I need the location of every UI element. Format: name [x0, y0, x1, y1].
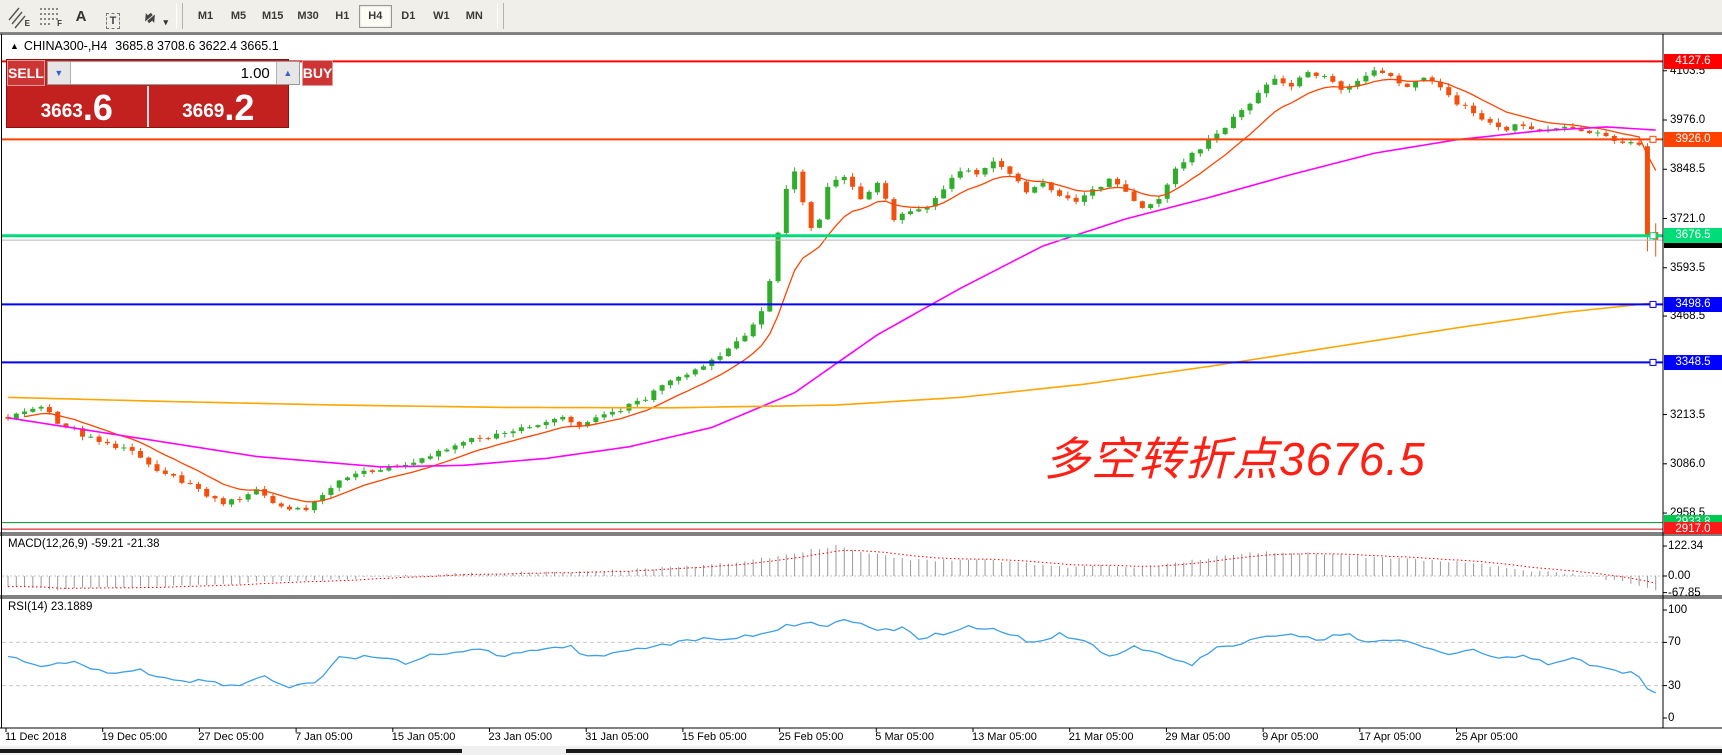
- buy-price-main: 3669: [182, 101, 225, 122]
- chart-annotation-text[interactable]: 多空转折点3676.5: [1044, 433, 1426, 485]
- channel-glyph: [8, 7, 26, 29]
- dropdown-caret-icon: ▾: [163, 17, 168, 27]
- fibonacci-icon-letter: F: [57, 19, 62, 28]
- buy-price-button[interactable]: 3669 .2: [146, 86, 289, 129]
- timeframe-M15[interactable]: M15: [255, 5, 290, 28]
- date-axis-label: 9 Apr 05:00: [1262, 731, 1319, 743]
- price-axis-tick: 3213.5: [1670, 408, 1706, 421]
- trade-panel-top-row: SELL ▼ ▲ BUY: [7, 60, 334, 86]
- date-axis-label: 27 Dec 05:00: [198, 731, 264, 743]
- timeframe-D1[interactable]: D1: [392, 5, 425, 28]
- fibonacci-retracement-icon[interactable]: F: [34, 3, 64, 29]
- price-axis-tick: 3848.5: [1670, 163, 1706, 176]
- date-axis-label: 31 Jan 05:00: [585, 731, 649, 743]
- date-axis-label: 15 Jan 05:00: [391, 731, 456, 743]
- rsi-axis-tick: 30: [1668, 679, 1681, 692]
- toolbar-separator: [496, 3, 504, 29]
- price-axis-tick: 3468.5: [1670, 310, 1706, 323]
- macd-axis-tick: 0.00: [1668, 570, 1691, 582]
- date-axis-label: 11 Dec 2018: [5, 731, 67, 743]
- date-axis-label: 21 Mar 05:00: [1068, 731, 1134, 743]
- bottom-border-segment: [566, 749, 1722, 753]
- ma-slow-line: [7, 301, 1656, 409]
- price-axis-tick: 3086.0: [1670, 457, 1706, 470]
- channel-icon-letter: E: [24, 19, 30, 28]
- price-line-handle[interactable]: [1649, 300, 1657, 308]
- macd-axis-tick: 122.34: [1668, 540, 1704, 553]
- toolbar-separator: [176, 3, 183, 29]
- rsi-axis-tick: 100: [1668, 604, 1688, 616]
- arrow-objects-icon[interactable]: ▾: [130, 3, 170, 29]
- sell-button[interactable]: SELL: [7, 60, 45, 86]
- price-badge-3498.6: 3498.6: [1664, 296, 1722, 312]
- price-axis-tick: 3593.5: [1670, 261, 1706, 274]
- bottom-border-segment: [0, 749, 462, 753]
- rsi-pane: [2, 618, 1663, 694]
- date-axis-label: 23 Jan 05:00: [488, 731, 553, 743]
- rsi-line: [7, 618, 1657, 694]
- price-line-handle[interactable]: [1649, 358, 1657, 366]
- rsi-axis-tick: 70: [1668, 636, 1681, 649]
- sell-price-button[interactable]: 3663 .6: [7, 86, 147, 127]
- ma-fast-line: [24, 78, 1657, 503]
- rsi-indicator-label: RSI(14) 23.1889: [8, 601, 93, 613]
- volume-input[interactable]: [70, 62, 276, 84]
- date-axis-label: 7 Jan 05:00: [295, 731, 353, 743]
- date-axis-label: 25 Feb 05:00: [778, 731, 844, 743]
- timeframe-H1[interactable]: H1: [326, 5, 359, 28]
- volume-increase-button[interactable]: ▲: [275, 62, 299, 84]
- top-toolbar: E F A T ▾ M1 M5 M15 M30 H1 H4 D1 W1 MN: [0, 0, 1722, 33]
- sell-price-fraction: .6: [82, 87, 113, 129]
- price-axis-tick: 3721.0: [1670, 212, 1706, 225]
- timeframe-M1[interactable]: M1: [189, 5, 222, 28]
- date-axis-label: 13 Mar 05:00: [972, 731, 1037, 743]
- text-label-icon[interactable]: T: [98, 3, 128, 29]
- timeframe-W1[interactable]: W1: [425, 5, 458, 28]
- chart-header: ▲ CHINA300-,H4 3685.8 3708.6 3622.4 3665.1: [10, 39, 279, 53]
- date-axis-label: 29 Mar 05:00: [1165, 731, 1231, 743]
- macd-axis-tick: -67.85: [1668, 586, 1701, 599]
- price-badge-3926.0: 3926.0: [1664, 131, 1722, 147]
- date-axis-label: 19 Dec 05:00: [101, 731, 168, 743]
- price-axis-tick: 3976.0: [1670, 114, 1706, 126]
- macd-signal-line: [7, 549, 1656, 589]
- price-line-handle[interactable]: [1649, 135, 1657, 143]
- timeframe-M30[interactable]: M30: [290, 5, 325, 28]
- price-badge-3348.5: 3348.5: [1664, 354, 1722, 370]
- equidistant-channel-icon[interactable]: E: [2, 3, 32, 29]
- timeframe-M5[interactable]: M5: [222, 5, 255, 28]
- date-axis-label: 15 Feb 05:00: [681, 731, 747, 743]
- rsi-axis-tick: 0: [1668, 712, 1675, 724]
- volume-decrease-button[interactable]: ▼: [47, 62, 71, 84]
- ma-medium-line: [7, 126, 1656, 468]
- price-badge-3676.5: 3676.5: [1664, 228, 1722, 244]
- buy-price-fraction: .2: [224, 87, 255, 129]
- arrows-glyph: [145, 12, 155, 24]
- fibonacci-glyph: [40, 8, 58, 25]
- volume-control: ▼ ▲: [46, 61, 300, 85]
- macd-indicator-label: MACD(12,26,9) -59.21 -21.38: [8, 538, 160, 550]
- buy-button[interactable]: BUY: [301, 60, 334, 86]
- collapse-panel-icon[interactable]: ▲: [10, 41, 19, 51]
- ohlc-values: 3685.8 3708.6 3622.4 3665.1: [115, 39, 279, 53]
- trade-panel-prices: 3663 .6 3669 .2: [7, 86, 288, 127]
- date-axis-label: 17 Apr 05:00: [1358, 731, 1422, 743]
- price-badge-2917.0: 2917.0: [1664, 521, 1722, 534]
- sell-price-main: 3663: [40, 101, 83, 122]
- timeframe-MN[interactable]: MN: [458, 5, 491, 28]
- trade-panel: SELL ▼ ▲ BUY 3663 .6 3669 .2: [6, 59, 334, 128]
- timeframe-H4[interactable]: H4: [358, 4, 392, 28]
- macd-histogram: [2, 544, 1663, 591]
- date-axis-label: 5 Mar 05:00: [875, 731, 934, 743]
- price-line-handle[interactable]: [1649, 232, 1657, 240]
- symbol-title: CHINA300-,H4: [23, 39, 108, 53]
- text-tool-icon[interactable]: A: [75, 8, 87, 25]
- timeframe-group: M1 M5 M15 M30 H1 H4 D1 W1 MN: [189, 4, 491, 28]
- price-badge-4127.6: 4127.6: [1664, 53, 1722, 69]
- date-axis-label: 25 Apr 05:00: [1455, 731, 1518, 743]
- candles-layer: [5, 66, 1659, 513]
- bottom-window-border: [0, 746, 1722, 755]
